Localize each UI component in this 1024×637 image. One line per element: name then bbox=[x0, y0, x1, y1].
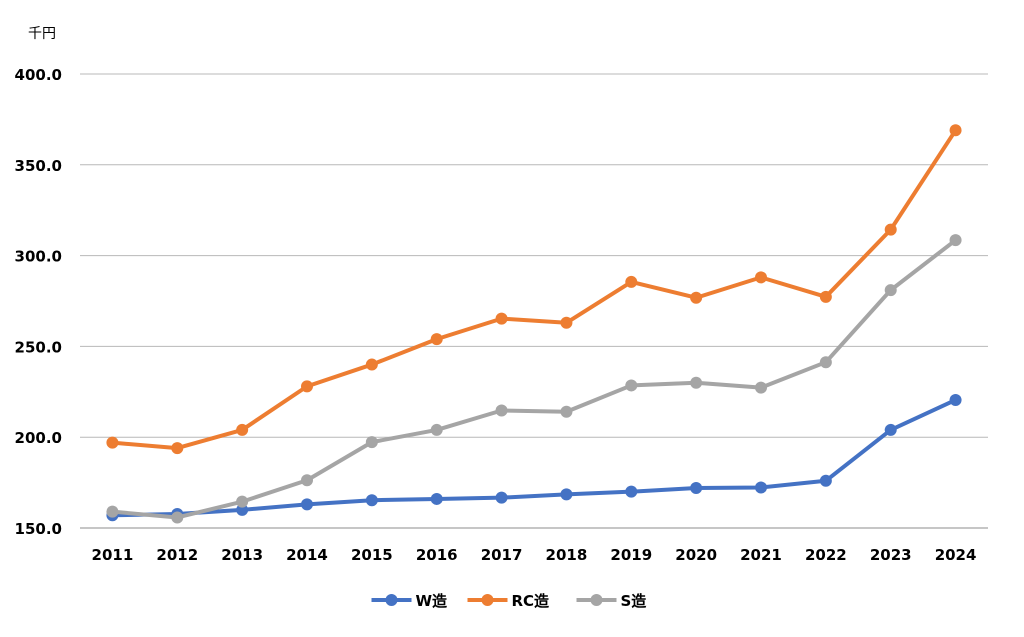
data-point bbox=[884, 423, 897, 436]
data-point bbox=[365, 494, 378, 507]
series-lines bbox=[106, 124, 962, 524]
data-point bbox=[819, 290, 832, 303]
data-point bbox=[560, 405, 573, 418]
x-tick-label: 2023 bbox=[870, 546, 912, 564]
y-tick-label: 350.0 bbox=[15, 157, 62, 175]
data-point bbox=[430, 423, 443, 436]
x-tick-label: 2022 bbox=[805, 546, 847, 564]
data-point bbox=[884, 223, 897, 236]
data-point bbox=[495, 491, 508, 504]
data-point bbox=[625, 485, 638, 498]
data-point bbox=[819, 474, 832, 487]
data-point bbox=[560, 316, 573, 329]
data-point bbox=[365, 436, 378, 449]
x-tick-labels: 2011 2012 2013 2014 2015 2016 2017 2018 2019 2020… bbox=[92, 546, 977, 564]
legend-marker bbox=[590, 594, 603, 606]
y-unit-label: 千円 bbox=[28, 26, 56, 42]
series-line bbox=[110, 238, 958, 520]
data-point bbox=[949, 393, 962, 406]
x-tick-label: 2024 bbox=[935, 546, 977, 564]
data-point bbox=[755, 481, 767, 494]
data-point bbox=[884, 284, 897, 297]
legend: W造 RC造 S造 bbox=[371, 592, 647, 610]
series-line bbox=[110, 397, 958, 518]
data-point bbox=[106, 505, 119, 518]
legend-label: RC造 bbox=[512, 592, 550, 610]
y-tick-label: 150.0 bbox=[15, 520, 62, 538]
legend-item-1: RC造 bbox=[467, 592, 550, 610]
x-tick-label: 2014 bbox=[286, 546, 328, 564]
y-tick-label: 400.0 bbox=[15, 66, 62, 84]
x-tick-label: 2020 bbox=[675, 546, 717, 564]
data-point bbox=[171, 511, 184, 524]
data-point bbox=[755, 271, 767, 284]
legend-marker bbox=[481, 594, 494, 606]
data-point bbox=[301, 474, 313, 487]
data-point bbox=[495, 312, 508, 325]
legend-item-2: S造 bbox=[576, 592, 647, 610]
data-point bbox=[301, 380, 313, 393]
data-point bbox=[171, 442, 184, 455]
y-tick-labels: 150.0 200.0 250.0 300.0 350.0 400.0 bbox=[15, 66, 62, 538]
data-point bbox=[690, 291, 703, 304]
series-2 bbox=[106, 234, 962, 524]
data-point bbox=[625, 379, 638, 392]
x-tick-label: 2011 bbox=[92, 546, 134, 564]
x-tick-label: 2021 bbox=[740, 546, 782, 564]
legend-label: W造 bbox=[416, 592, 448, 610]
data-point bbox=[365, 358, 378, 371]
data-point bbox=[236, 495, 249, 508]
data-point bbox=[301, 498, 313, 511]
y-tick-label: 250.0 bbox=[15, 338, 62, 356]
y-tick-label: 200.0 bbox=[15, 429, 62, 447]
data-point bbox=[755, 381, 767, 394]
data-point bbox=[949, 124, 962, 137]
x-tick-label: 2019 bbox=[610, 546, 652, 564]
legend-item-0: W造 bbox=[371, 592, 448, 610]
data-point bbox=[949, 234, 962, 247]
x-tick-label: 2013 bbox=[221, 546, 263, 564]
series-line bbox=[110, 128, 958, 451]
legend-marker bbox=[385, 594, 398, 606]
grid-lines bbox=[80, 73, 988, 529]
series-1 bbox=[106, 124, 962, 455]
data-point bbox=[106, 436, 119, 449]
x-tick-label: 2016 bbox=[416, 546, 458, 564]
legend-label: S造 bbox=[621, 592, 647, 610]
data-point bbox=[690, 482, 703, 495]
data-point bbox=[690, 376, 703, 389]
data-point bbox=[495, 404, 508, 417]
data-point bbox=[430, 492, 443, 505]
x-tick-label: 2015 bbox=[351, 546, 393, 564]
x-tick-label: 2017 bbox=[481, 546, 523, 564]
x-tick-label: 2018 bbox=[546, 546, 588, 564]
x-tick-label: 2012 bbox=[156, 546, 198, 564]
data-point bbox=[430, 333, 443, 346]
data-point bbox=[560, 488, 573, 501]
data-point bbox=[819, 356, 832, 369]
y-tick-label: 300.0 bbox=[15, 248, 62, 266]
data-point bbox=[236, 423, 249, 436]
data-point bbox=[625, 275, 638, 288]
